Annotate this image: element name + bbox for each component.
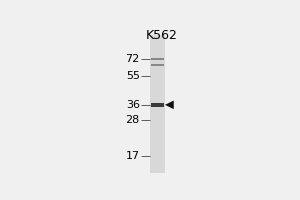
Bar <box>150 35 165 173</box>
Text: 17: 17 <box>126 151 140 161</box>
Bar <box>151 64 164 66</box>
Text: 36: 36 <box>126 100 140 110</box>
Text: 72: 72 <box>126 54 140 64</box>
Text: K562: K562 <box>146 29 178 42</box>
Polygon shape <box>165 101 174 109</box>
Text: 55: 55 <box>126 71 140 81</box>
Bar <box>151 103 164 107</box>
Text: 28: 28 <box>126 115 140 125</box>
Bar <box>151 58 164 60</box>
